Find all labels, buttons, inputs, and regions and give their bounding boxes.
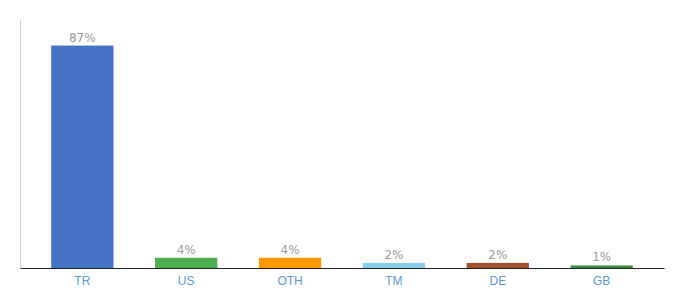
x-tick-label: US bbox=[178, 274, 195, 288]
data-label: 4% bbox=[281, 243, 300, 257]
bar bbox=[51, 46, 113, 268]
bar bbox=[259, 258, 321, 268]
x-tick: OTH bbox=[277, 268, 302, 288]
plot: TR US OTH TM DE GB 87% 4% 4% 2% 2% 1% bbox=[21, 21, 665, 288]
bar bbox=[571, 265, 633, 268]
data-label: 1% bbox=[592, 250, 611, 264]
x-axis-line bbox=[21, 268, 665, 269]
y-axis bbox=[20, 21, 21, 269]
x-axis: TR US OTH TM DE GB bbox=[21, 268, 665, 288]
bar bbox=[467, 263, 529, 268]
x-tick: US bbox=[178, 268, 195, 288]
bars bbox=[51, 46, 633, 268]
x-tick: DE bbox=[489, 268, 506, 288]
data-label: 2% bbox=[488, 248, 507, 262]
bar bbox=[363, 263, 425, 268]
x-tick-label: OTH bbox=[277, 274, 302, 288]
x-tick-label: TM bbox=[385, 274, 402, 288]
x-tick: TR bbox=[74, 268, 90, 288]
chart: TR US OTH TM DE GB 87% 4% 4% 2% 2% 1% bbox=[0, 0, 680, 300]
x-tick-label: DE bbox=[489, 274, 506, 288]
x-tick: TM bbox=[385, 268, 402, 288]
x-tick: GB bbox=[593, 268, 610, 288]
bar bbox=[155, 258, 217, 268]
y-axis-line bbox=[20, 21, 21, 269]
x-tick-label: TR bbox=[74, 274, 90, 288]
data-labels: 87% 4% 4% 2% 2% 1% bbox=[69, 31, 611, 265]
data-label: 4% bbox=[177, 243, 196, 257]
x-tick-label: GB bbox=[593, 274, 610, 288]
data-label: 87% bbox=[69, 31, 96, 45]
data-label: 2% bbox=[384, 248, 403, 262]
